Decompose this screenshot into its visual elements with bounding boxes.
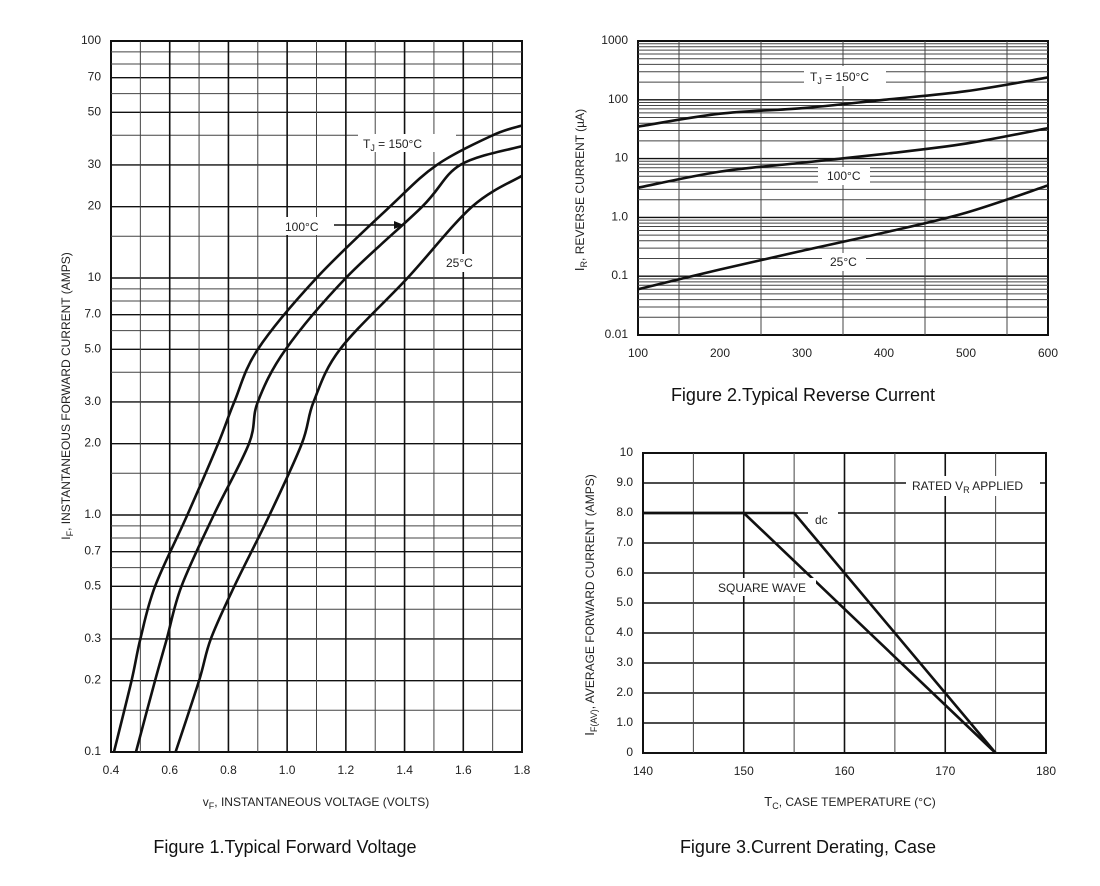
- fig2-label-150c: TJ = 150°C: [810, 70, 869, 86]
- y-tick-label: 20: [88, 199, 102, 213]
- y-tick-label: 10: [620, 445, 634, 459]
- x-tick-label: 500: [956, 346, 976, 360]
- y-tick-label: 6.0: [616, 565, 633, 579]
- series-line-tj-150-c: [112, 124, 523, 753]
- fig1-label-25c: 25°C: [446, 256, 473, 270]
- fig3-label-bg: [808, 510, 838, 528]
- y-tick-label: 3.0: [616, 655, 633, 669]
- fig3-x-axis-label: TC, CASE TEMPERATURE (°C): [764, 794, 936, 811]
- y-tick-label: 0.2: [84, 673, 101, 687]
- x-tick-label: 140: [633, 764, 653, 778]
- x-tick-label: 150: [734, 764, 754, 778]
- x-tick-label: 400: [874, 346, 894, 360]
- y-tick-label: 0.01: [605, 327, 629, 341]
- series-line-100-c: [637, 126, 1049, 189]
- figure-3-current-derating: 140 150 160 170 180 0 1.0 2.0 3.0 4.0 5.0 6.0 7.0 8.0…: [616, 445, 1056, 778]
- fig3-label-bg: [712, 578, 816, 596]
- fig1-label-bg: [358, 134, 456, 152]
- y-tick-label: 0.3: [84, 631, 101, 645]
- y-tick-label: 0.1: [84, 744, 101, 758]
- figure-2-reverse-current: 100 200 300 400 500 600 0.01 0.1 1.0 10 100 1000: [601, 33, 1058, 360]
- y-tick-label: 10: [88, 270, 102, 284]
- y-tick-label: 1.0: [616, 715, 633, 729]
- y-tick-label: 4.0: [616, 625, 633, 639]
- y-tick-label: 2.0: [616, 685, 633, 699]
- fig1-arrow-head-icon: [394, 221, 404, 229]
- y-tick-label: 70: [88, 70, 102, 84]
- y-tick-label: 1.0: [84, 507, 101, 521]
- fig1-label-150c: TJ = 150°C: [363, 137, 422, 153]
- fig1-label-bg: [442, 254, 480, 272]
- y-tick-label: 5.0: [616, 595, 633, 609]
- x-tick-label: 160: [834, 764, 854, 778]
- y-tick-label: 0.1: [611, 268, 628, 282]
- x-tick-label: 180: [1036, 764, 1056, 778]
- fig3-label-square-wave: SQUARE WAVE: [718, 581, 806, 595]
- fig2-label-100c: 100°C: [827, 169, 861, 183]
- y-tick-label: 0.7: [84, 544, 101, 558]
- series-line-square-wave: [643, 511, 997, 754]
- y-tick-label: 5.0: [84, 341, 101, 355]
- fig2-label-bg: [804, 66, 886, 86]
- x-tick-label: 300: [792, 346, 812, 360]
- fig2-label-bg: [818, 167, 870, 185]
- x-tick-label: 0.4: [103, 763, 120, 777]
- y-tick-label: 1000: [601, 33, 628, 47]
- fig2-y-axis-label: IR, REVERSE CURRENT (µA): [572, 109, 589, 271]
- x-tick-label: 200: [710, 346, 730, 360]
- y-tick-label: 100: [81, 33, 101, 47]
- fig3-label-rated-vr: RATED VR APPLIED: [912, 479, 1023, 495]
- fig1-y-axis-label: IF, INSTANTANEOUS FORWARD CURRENT (AMPS): [59, 252, 75, 540]
- fig2-label-bg: [822, 253, 866, 271]
- x-tick-label: 1.4: [396, 763, 413, 777]
- y-tick-label: 2.0: [84, 436, 101, 450]
- y-tick-label: 9.0: [616, 475, 633, 489]
- y-tick-label: 7.0: [84, 307, 101, 321]
- fig3-label-dc: dc: [815, 513, 828, 527]
- fig2-caption: Figure 2.Typical Reverse Current: [671, 385, 935, 405]
- series-line-25-c: [174, 174, 523, 753]
- x-tick-label: 170: [935, 764, 955, 778]
- y-tick-label: 0: [626, 745, 633, 759]
- x-tick-label: 600: [1038, 346, 1058, 360]
- y-tick-label: 30: [88, 157, 102, 171]
- figure-1-forward-voltage: 0.4 0.6 0.8 1.0 1.2 1.4 1.6 1.8 0.1 0.2 0.3 0.5 0.7 1…: [81, 33, 531, 777]
- x-tick-label: 1.8: [514, 763, 531, 777]
- fig1-x-axis-label: vF, INSTANTANEOUS VOLTAGE (VOLTS): [203, 795, 429, 811]
- x-tick-label: 1.0: [279, 763, 296, 777]
- series-line-100-c: [134, 144, 523, 753]
- fig3-label-bg: [906, 476, 1040, 496]
- fig3-caption: Figure 3.Current Derating, Case: [680, 837, 936, 857]
- x-tick-label: 100: [628, 346, 648, 360]
- x-tick-label: 0.6: [161, 763, 178, 777]
- fig1-label-100c: 100°C: [285, 220, 319, 234]
- series-line-tj-150-c: [637, 76, 1049, 128]
- y-tick-label: 10: [615, 151, 629, 165]
- x-tick-label: 1.2: [338, 763, 355, 777]
- fig3-y-axis-label: IF(AV), AVERAGE FORWARD CURRENT (AMPS): [582, 474, 599, 735]
- y-tick-label: 8.0: [616, 505, 633, 519]
- series-line-25-c: [637, 184, 1049, 291]
- y-tick-label: 50: [88, 104, 102, 118]
- y-tick-label: 100: [608, 92, 628, 106]
- fig1-caption: Figure 1.Typical Forward Voltage: [153, 837, 416, 857]
- fig1-label-bg: [278, 217, 330, 235]
- fig2-label-25c: 25°C: [830, 255, 857, 269]
- y-tick-label: 3.0: [84, 394, 101, 408]
- x-tick-label: 0.8: [220, 763, 237, 777]
- y-tick-label: 1.0: [611, 209, 628, 223]
- x-tick-label: 1.6: [455, 763, 472, 777]
- y-tick-label: 7.0: [616, 535, 633, 549]
- y-tick-label: 0.5: [84, 578, 101, 592]
